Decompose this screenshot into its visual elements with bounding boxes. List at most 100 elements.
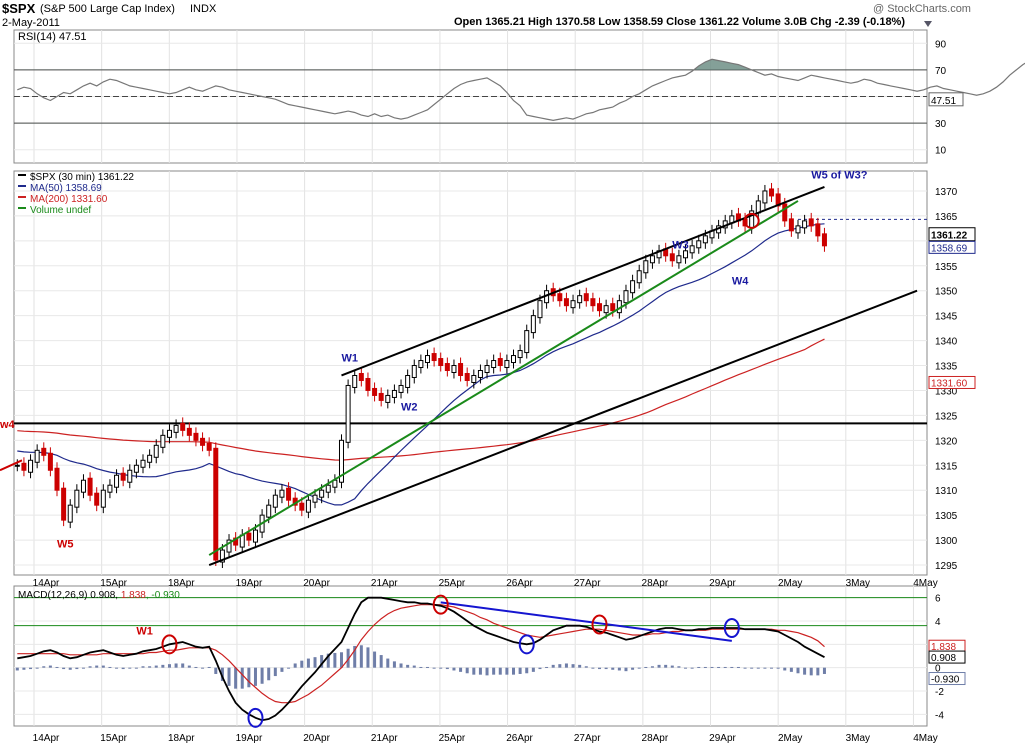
candle-body	[590, 298, 596, 307]
candle-body	[325, 484, 331, 493]
candle-body	[821, 233, 827, 247]
rsi-line	[17, 58, 1025, 122]
hist-value-label: -0.930	[931, 675, 960, 686]
rsi-tick-label: 90	[935, 39, 947, 50]
macd-histogram-bar	[697, 666, 701, 668]
price-tick-label: 1370	[935, 187, 958, 198]
candle-body	[769, 188, 775, 197]
candle-body	[511, 355, 517, 364]
candle-body	[140, 459, 146, 468]
candle-body	[649, 255, 655, 264]
triangle-down-icon[interactable]	[924, 21, 932, 27]
macd-histogram-bar	[512, 667, 516, 675]
macd-histogram-bar	[406, 664, 410, 668]
macd-histogram-bar	[445, 667, 449, 670]
x-tick-label: 14Apr	[33, 733, 60, 744]
candle-body	[424, 355, 430, 364]
macd-histogram-bar	[227, 667, 231, 686]
macd-histogram-bar	[293, 663, 297, 668]
macd-histogram-bar	[670, 665, 674, 668]
candle-body	[153, 444, 159, 458]
candle-body	[74, 489, 80, 508]
macd-histogram-bar	[492, 667, 496, 675]
macd-histogram-bar	[789, 667, 793, 672]
candle-body	[47, 452, 53, 471]
candle-body	[444, 363, 450, 372]
macd-histogram-bar	[68, 667, 72, 670]
exchange-label: INDX	[190, 3, 217, 15]
x-tick-label: 21Apr	[371, 733, 398, 744]
ma50-line	[17, 223, 825, 506]
macd-histogram-bar	[35, 667, 39, 669]
macd-histogram-bar	[273, 667, 277, 677]
candle-body	[166, 429, 172, 438]
macd-histogram-bar	[809, 667, 813, 676]
red-arrow-line	[0, 459, 23, 472]
candle-body	[279, 489, 285, 498]
macd-histogram-bar	[141, 666, 145, 668]
x-tick-label: 19Apr	[236, 578, 263, 589]
candle-body	[114, 474, 120, 488]
hist-value-box	[928, 672, 966, 686]
candle-body	[21, 462, 27, 471]
macd-histogram-bar	[690, 667, 694, 669]
macd-histogram-bar	[677, 666, 681, 668]
highlight-circle	[743, 212, 760, 229]
macd-histogram-bar	[439, 667, 443, 669]
candle-body	[484, 365, 490, 374]
macd-histogram-bar	[538, 667, 542, 670]
macd-histogram-bar	[247, 667, 251, 688]
ma50-value-label: 1358.69	[931, 243, 968, 254]
macd-highlight-circle	[591, 614, 608, 635]
price-tick-label: 1340	[935, 337, 958, 348]
x-tick-label: 3May	[846, 733, 870, 744]
macd-histogram-bar	[194, 666, 198, 668]
x-tick-label: 25Apr	[439, 578, 466, 589]
x-tick-label: 2May	[778, 733, 802, 744]
macd-histogram-bar	[822, 667, 826, 674]
price-tick-label: 1300	[935, 536, 958, 547]
macd-histogram-bar	[571, 664, 575, 668]
macd-histogram-bar	[154, 665, 158, 668]
macd-histogram-bar	[525, 667, 529, 674]
candle-body	[352, 374, 358, 388]
macd-histogram-bar	[412, 665, 416, 668]
x-tick-label: 29Apr	[709, 578, 736, 589]
macd-histogram-bar	[763, 667, 767, 669]
macd-histogram-bar	[300, 660, 304, 668]
macd-histogram-bar	[710, 666, 714, 668]
macd-histogram-bar	[703, 666, 707, 668]
macd-panel	[13, 585, 928, 727]
macd-histogram-bar	[88, 666, 92, 668]
price-tick-label: 1295	[935, 561, 958, 572]
macd-histogram-bar	[637, 667, 641, 669]
candle-body	[438, 358, 444, 367]
ma50-value-box	[928, 240, 976, 254]
macd-histogram-bar	[783, 667, 787, 671]
price-tick-label: 1345	[935, 312, 958, 323]
x-tick-label: 14Apr	[33, 578, 60, 589]
candle-body	[299, 502, 305, 511]
price-tick-label: 1305	[935, 511, 958, 522]
macd-histogram-bar	[306, 658, 310, 668]
price-tick-label: 1310	[935, 486, 958, 497]
macd-histogram-bar	[379, 655, 383, 668]
wave-label: W5 of W3?	[811, 169, 867, 181]
rsi-value-box	[928, 92, 964, 107]
macd-histogram-bar	[181, 663, 185, 668]
macd-histogram-bar	[531, 667, 535, 672]
candle-body	[563, 298, 569, 307]
legend-swatch	[18, 207, 26, 209]
candle-body	[398, 384, 404, 393]
candle-body	[180, 422, 186, 431]
x-tick-label: 20Apr	[303, 578, 330, 589]
candle-body	[676, 255, 682, 264]
macd-histogram-bar	[776, 667, 780, 669]
candle-body	[61, 487, 67, 521]
macd-histogram-bar	[333, 652, 337, 668]
candle-body	[107, 484, 113, 493]
x-tick-label: 21Apr	[371, 578, 398, 589]
candle-body	[391, 389, 397, 398]
rsi-tick-label: 70	[935, 66, 947, 77]
macd-histogram-bar	[220, 667, 224, 681]
